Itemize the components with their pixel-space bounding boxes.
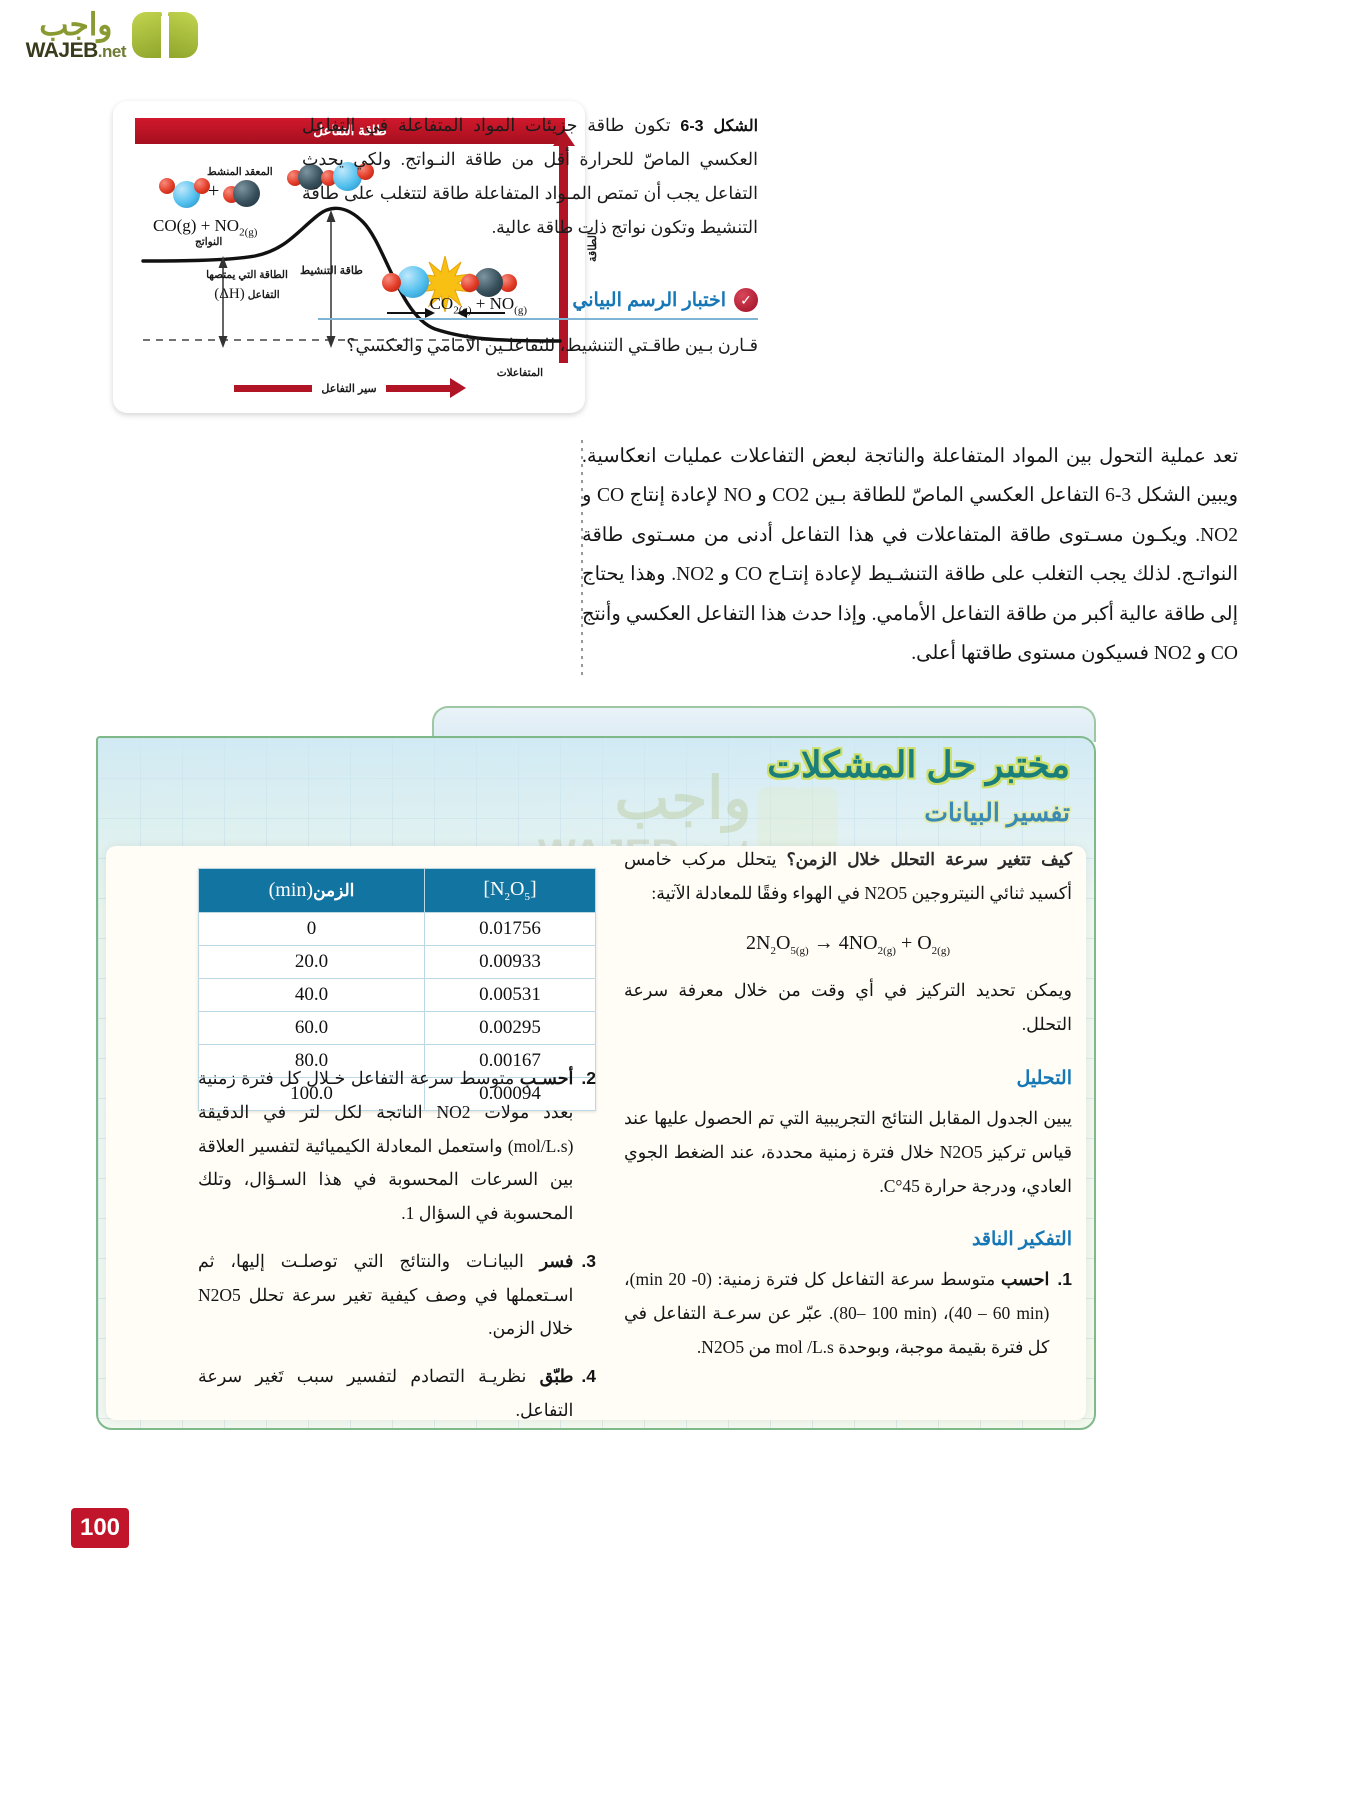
lab-intro: يتحلل مركب خامس أكسيد ثنائي النيتروجين N… [624, 849, 1072, 904]
lab-question-2: 2. أحسـب متوسط سرعة التفاعل خـلال كل فتر… [198, 1062, 596, 1231]
lab-analysis-heading: التحليل [1016, 1067, 1072, 1089]
activation-energy-label: طاقة التنشيط [300, 265, 363, 277]
cell-time: 0 [197, 912, 426, 946]
lab-question-1: 1. احسب متوسط سرعة التفاعل كل فترة زمنية… [624, 1262, 1072, 1364]
table-header-time: الزمن(min) [197, 868, 426, 913]
question-text: احسب متوسط سرعة التفاعل كل فترة زمنية: (… [624, 1268, 1050, 1358]
body-paragraph-text: ويبين الشكل 3-6 التفاعل العكسي الماصّ لل… [582, 485, 1239, 664]
figure-caption-label: الشكل 3-6 [680, 118, 759, 135]
reactants-molecules [379, 256, 519, 312]
question-text: فسر البيانـات والنتائج التي توصلـت إليها… [198, 1250, 574, 1339]
table-row: 0.01756 0 [197, 912, 596, 946]
lab-intro2: ويمكن تحديد التركيز في أي وقت من خلال مع… [624, 980, 1072, 1035]
cell-time: 40.0 [197, 978, 426, 1012]
table-header-row: [N2O5] الزمن(min) [197, 868, 596, 913]
y-axis-bar [559, 144, 568, 363]
activated-complex-label: المعقد المنشط [207, 166, 273, 178]
products-molecules: + [151, 178, 261, 210]
cell-time: 60.0 [197, 1011, 426, 1045]
x-axis-bar [234, 384, 313, 392]
question-number: 4. [581, 1366, 596, 1387]
activated-complex-molecule [287, 162, 383, 192]
question-number: 1. [1057, 1268, 1072, 1289]
table-row: 0.00167 80.0 [197, 1044, 596, 1078]
cell-concentration: 0.00167 [424, 1044, 596, 1078]
cell-time: 100.0 [197, 1077, 426, 1111]
lab-analysis-text: يبين الجدول المقابل النتائج التجريبية ال… [624, 1107, 1072, 1196]
question-verb: أحسـب [519, 1068, 574, 1088]
question-verb: طبّق [539, 1366, 574, 1387]
figure-plot-area: الطاقة المعقد المنشط [135, 130, 599, 379]
page-number: 100 [71, 1508, 129, 1548]
x-axis-row: سير التفاعل [135, 377, 565, 399]
lab-subtitle: تفسير البيانات [924, 799, 1070, 827]
cell-concentration: 0.00094 [424, 1077, 596, 1111]
table-row: 0.00531 40.0 [197, 978, 596, 1012]
assessment-title: اختبار الرسم البياني [572, 289, 726, 311]
lab-body: واجب WAJEB.net مختبر حل المشكلات تفسير ا… [96, 736, 1096, 1430]
figure-card: طاقة التفاعل الطاقة [113, 101, 599, 413]
figure-title: طاقة التفاعل [135, 118, 565, 144]
lab-question-4: 4. طبّق نظريـة التصادم لتفسير سبب تَغير … [198, 1360, 596, 1428]
cell-concentration: 0.00295 [424, 1011, 596, 1045]
x-axis-label: سير التفاعل [321, 382, 377, 395]
enthalpy-label: الطاقة التي يمتصها التفاعل (ΔH) [206, 269, 288, 303]
open-book-icon [132, 10, 198, 60]
x-axis-arrow-icon [385, 378, 466, 398]
cell-concentration: 0.00933 [424, 945, 596, 979]
product-equation: CO(g) + NO2(g) [153, 216, 258, 239]
question-text: أحسـب متوسط سرعة التفاعل خـلال كل فترة ز… [198, 1068, 574, 1224]
figure-caption-text: تكون طاقة جزيئات المواد المتفاعلة في الت… [302, 115, 758, 238]
lab-right-column: كيف تتغير سرعة التحلل خلال الزمن؟ يتحلل … [624, 842, 1072, 1378]
lab-title: مختبر حل المشكلات [767, 744, 1070, 785]
cell-concentration: 0.01756 [424, 912, 596, 946]
cell-time: 80.0 [197, 1044, 426, 1078]
assessment-divider [318, 318, 758, 320]
brand-arabic: واجب [39, 7, 113, 42]
figure-caption: الشكل 3-6 تكون طاقة جزيئات المواد المتفا… [302, 108, 758, 245]
question-text: طبّق نظريـة التصادم لتفسير سبب تَغير سرع… [198, 1366, 574, 1420]
check-badge-icon: ✓ [734, 288, 758, 312]
data-table: [N2O5] الزمن(min) 0.01756 0 0.00933 20.0 0… [197, 868, 596, 1111]
lab-critical-heading: التفكير الناقد [971, 1228, 1072, 1250]
y-axis-arrow-icon [553, 130, 575, 146]
cell-concentration: 0.00531 [424, 978, 596, 1012]
problem-solving-lab: واجب WAJEB.net مختبر حل المشكلات تفسير ا… [96, 706, 1096, 1436]
question-number: 3. [581, 1250, 596, 1271]
collision-spark-icon [418, 256, 472, 312]
lab-equation: 2N2O5(g) → 4NO2(g) + O2(g) [745, 932, 950, 958]
wajeb-logo: واجب WAJEB.net [8, 4, 198, 66]
table-row: 0.00295 60.0 [197, 1011, 596, 1045]
lab-question-heading: كيف تتغير سرعة التحلل خلال الزمن؟ [786, 850, 1072, 869]
reactants-label: المتفاعلات [496, 367, 543, 379]
table-row: 0.00933 20.0 [197, 945, 596, 979]
body-paragraph: تعد عملية التحول بين المواد المتفاعلة وا… [582, 437, 1238, 673]
lab-question-3: 3. فسر البيانـات والنتائج التي توصلـت إل… [198, 1245, 596, 1346]
assessment-body: قـارن بـين طاقـتي التنشيط، للتفاعلـين ال… [346, 335, 758, 355]
body-paragraph-line1: تعد عملية التحول بين المواد المتفاعلة وا… [582, 446, 1238, 467]
brand-latin: WAJEB.net [25, 39, 127, 62]
paragraph-side-rule [581, 440, 583, 680]
question-verb: احسب [1000, 1268, 1050, 1289]
assessment-heading: ✓ اختبار الرسم البياني [302, 288, 758, 312]
question-verb: فسر [539, 1250, 574, 1271]
energy-profile-curve [141, 206, 562, 348]
cell-time: 20.0 [197, 945, 426, 979]
lab-left-column: 2. أحسـب متوسط سرعة التفاعل خـلال كل فتر… [198, 1062, 596, 1428]
reactant-equation: CO2(g) + NO(g) [429, 294, 527, 317]
table-header-concentration: [N2O5] [424, 868, 596, 913]
products-label: النواتج [195, 236, 223, 248]
table-row: 0.00094 100.0 [197, 1077, 596, 1111]
collision-arrows-icon [387, 308, 505, 318]
question-number: 2. [581, 1068, 596, 1088]
